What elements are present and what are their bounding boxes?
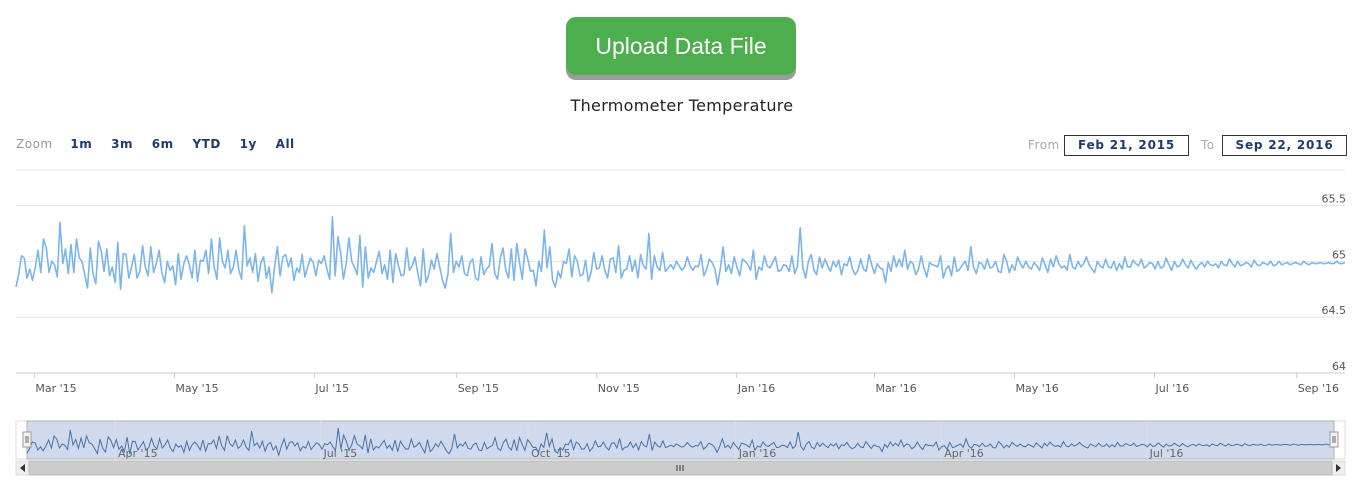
navigator-tick-label: Jan '16 [738,447,776,460]
scrollbar[interactable] [15,460,1346,476]
zoom-button-3m[interactable]: 3m [111,137,133,151]
x-tick-label: Sep '15 [458,382,499,395]
range-to-input[interactable]: Sep 22, 2016 [1222,135,1347,156]
navigator-tick-label: Apr '15 [118,447,158,460]
x-axis-ticks: Mar '15 May '15 Jul '15 Sep '15 Nov '15 Jan '… [33,373,1339,395]
x-tick-label: May '16 [1015,382,1058,395]
series-line-temperature [15,215,1346,294]
x-tick-label: May '15 [175,382,218,395]
y-tick-label: 65 [1332,248,1346,261]
range-from-label: From [1028,138,1060,152]
range-from-input[interactable]: Feb 21, 2015 [1064,135,1189,156]
navigator-tick-label: Oct '15 [531,447,571,460]
zoom-range-selector: Zoom 1m 3m 6m YTD 1y All [16,137,310,155]
scroll-right-arrow-icon[interactable] [1336,464,1341,472]
chart-grid [16,169,1345,374]
zoom-button-1m[interactable]: 1m [70,137,93,151]
x-tick-label: Mar '15 [35,382,76,395]
zoom-button-6m[interactable]: 6m [151,137,174,151]
x-tick-label: Jul '16 [1154,382,1189,395]
x-tick-label: Nov '15 [598,382,640,395]
navigator-handle-right[interactable] [1329,431,1339,448]
y-tick-label: 64 [1332,360,1346,373]
series-layer [15,215,1346,294]
scroll-left-arrow-icon[interactable] [20,464,25,472]
navigator-tick-label: Jul '15 [322,447,357,460]
navigator-selection[interactable] [26,420,1335,460]
zoom-button-1y[interactable]: 1y [239,137,257,151]
navigator[interactable]: Apr '15 Jul '15 Oct '15 Jan '16 Apr '16 Jul '… [15,420,1346,460]
x-tick-label: Jan '16 [737,382,775,395]
y-tick-label: 65.5 [1322,193,1347,206]
range-to-label: To [1201,138,1215,152]
x-tick-label: Mar '16 [875,382,916,395]
navigator-tick-label: Jul '16 [1149,447,1184,460]
navigator-frame [15,420,1346,460]
upload-data-file-button[interactable]: Upload Data File [566,17,796,75]
zoom-button-all[interactable]: All [275,137,295,151]
navigator-series-line [26,427,1335,457]
y-tick-label: 64.5 [1322,304,1347,317]
chart-title: Thermometer Temperature [570,96,794,115]
x-tick-label: Jul '15 [314,382,349,395]
zoom-label: Zoom [16,137,53,151]
x-tick-label: Sep '16 [1298,382,1339,395]
y-axis-ticks: 64 64.5 65 65.5 [1322,193,1347,374]
zoom-button-ytd[interactable]: YTD [192,137,221,151]
navigator-tick-label: Apr '16 [944,447,984,460]
navigator-handle-left[interactable] [22,431,32,448]
